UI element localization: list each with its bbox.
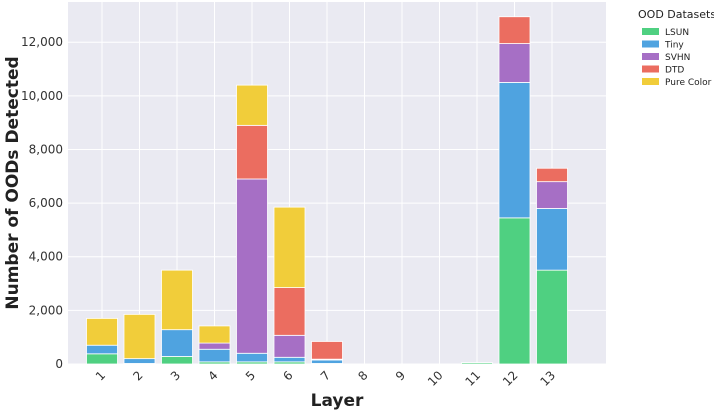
- bar-pure-color-layer-1: [86, 318, 118, 346]
- x-tick-label: 2: [130, 368, 145, 383]
- bar-pure-color-layer-4: [198, 325, 231, 344]
- x-tick-label: 4: [205, 368, 220, 383]
- bar-tiny-layer-7: [311, 359, 343, 364]
- bar-tiny-layer-6: [273, 356, 306, 363]
- bar-tiny-layer-3: [161, 329, 193, 357]
- bar-svhn-layer-12: [498, 43, 531, 83]
- y-tick-label: 2,000: [29, 303, 63, 317]
- bar-pure-color-layer-6: [273, 206, 306, 288]
- x-tick-label: 9: [393, 368, 408, 383]
- y-tick-label: 10,000: [21, 89, 63, 103]
- legend-title: OOD Datasets: [638, 8, 714, 21]
- x-tick-labels: 1 2 3 4 5 6 7 8 9 10 11 12 13: [93, 368, 558, 389]
- bar-pure-color-layer-2: [123, 313, 156, 360]
- legend-label: LSUN: [665, 28, 689, 38]
- legend-swatch: [642, 78, 659, 85]
- legend: OOD Datasets LSUN Tiny SVHN DTD Pure Color: [638, 8, 714, 88]
- bar-svhn-layer-13: [536, 181, 568, 209]
- bar-pure-color-layer-5: [236, 84, 268, 126]
- bar-lsun-layer-1: [86, 353, 118, 365]
- legend-label: SVHN: [665, 53, 690, 63]
- legend-label: DTD: [665, 66, 684, 76]
- bar-tiny-layer-5: [236, 352, 268, 363]
- y-tick-labels: 0 2,000 4,000 6,000 8,000 10,000 12,000: [21, 35, 63, 371]
- y-tick-label: 6,000: [29, 196, 63, 210]
- x-tick-label: 10: [425, 368, 446, 389]
- legend-label: Pure Color: [665, 78, 712, 88]
- bars: [86, 16, 568, 365]
- bar-tiny-layer-13: [536, 208, 568, 271]
- x-tick-label: 5: [243, 368, 258, 383]
- bar-svhn-layer-6: [273, 334, 306, 358]
- legend-swatch: [642, 53, 659, 60]
- legend-swatch: [642, 65, 659, 73]
- legend-label: Tiny: [664, 41, 684, 51]
- x-tick-label: 11: [462, 368, 483, 389]
- x-tick-label: 8: [355, 368, 370, 383]
- y-tick-label: 0: [55, 357, 63, 371]
- bar-dtd-layer-5: [236, 124, 268, 180]
- x-tick-label: 12: [500, 368, 521, 389]
- x-tick-label: 6: [280, 368, 295, 383]
- bar-tiny-layer-4: [198, 348, 231, 363]
- bar-dtd-layer-6: [273, 287, 306, 336]
- x-tick-label: 13: [537, 368, 558, 389]
- x-axis-title: Layer: [311, 391, 364, 411]
- bar-svhn-layer-5: [236, 178, 268, 354]
- x-tick-label: 1: [93, 368, 108, 383]
- bar-dtd-layer-12: [498, 16, 531, 44]
- bar-lsun-layer-11: [461, 362, 493, 365]
- bar-tiny-layer-2: [123, 358, 156, 364]
- bar-dtd-layer-7: [311, 341, 343, 360]
- y-tick-label: 8,000: [29, 142, 63, 156]
- y-tick-label: 4,000: [29, 250, 63, 264]
- bar-tiny-layer-1: [86, 344, 118, 355]
- bar-pure-color-layer-3: [161, 269, 193, 331]
- y-tick-label: 12,000: [21, 35, 63, 49]
- legend-swatch: [642, 40, 659, 48]
- x-tick-label: 3: [168, 368, 183, 383]
- bar-lsun-layer-13: [536, 269, 568, 365]
- bar-tiny-layer-12: [498, 82, 531, 219]
- x-tick-label: 7: [318, 368, 333, 383]
- legend-swatch: [642, 28, 659, 35]
- y-axis-title: Number of OODs Detected: [3, 56, 23, 309]
- bar-dtd-layer-13: [536, 167, 568, 183]
- bar-svhn-layer-4: [198, 342, 231, 350]
- bar-lsun-layer-3: [161, 356, 193, 365]
- bar-lsun-layer-12: [498, 217, 531, 365]
